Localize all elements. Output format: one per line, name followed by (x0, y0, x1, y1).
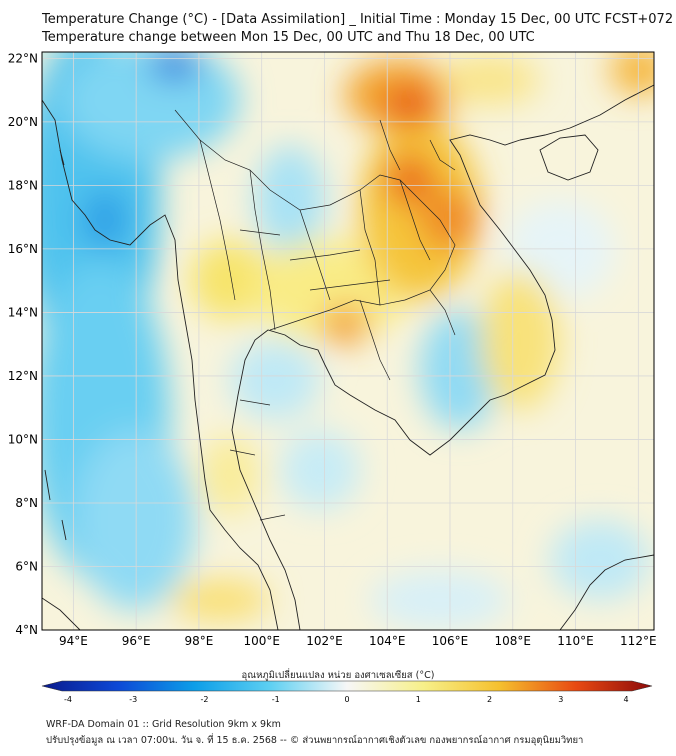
colorbar-tick-label: 3 (558, 695, 563, 704)
colorbar-title: อุณหภูมิเปลี่ยนแปลง หน่วย องศาเซลเซียส (… (241, 670, 435, 681)
lon-label: 98°E (184, 634, 213, 648)
map-title: Temperature Change (°C) - [Data Assimila… (42, 12, 674, 27)
lon-label: 96°E (122, 634, 151, 648)
lon-label: 94°E (59, 634, 88, 648)
lat-label: 20°N (8, 115, 38, 129)
lon-label: 112°E (620, 634, 657, 648)
lat-label: 4°N (15, 623, 38, 637)
footer-model-info: WRF-DA Domain 01 :: Grid Resolution 9km … (46, 719, 281, 730)
plot-frame (41, 51, 655, 631)
map-subtitle: Temperature change between Mon 15 Dec, 0… (42, 30, 535, 45)
lon-label: 102°E (306, 634, 343, 648)
colorbar-tick-label: -3 (129, 695, 137, 704)
lat-label: 18°N (8, 178, 38, 192)
colorbar-tick-label: -4 (64, 695, 72, 704)
latitude-labels: 22°N 20°N 18°N 16°N 14°N 12°N 10°N 8°N 6°N 4°N (8, 51, 38, 637)
longitude-labels: 94°E 96°E 98°E 100°E 102°E 104°E 106°E 108°E 110… (59, 634, 657, 648)
lat-label: 8°N (15, 496, 38, 510)
lon-label: 108°E (495, 634, 532, 648)
colorbar-tick-label: -2 (201, 695, 209, 704)
lat-label: 14°N (8, 305, 38, 319)
colorbar: -4 -3 -2 -1 0 1 2 3 4 (41, 680, 653, 704)
footer-credit: ปรับปรุงข้อมูล ณ เวลา 07:00น. วัน จ. ที่… (46, 735, 584, 746)
colorbar-tick-label: 1 (416, 695, 421, 704)
colorbar-tick-label: 2 (487, 695, 492, 704)
lon-label: 106°E (432, 634, 469, 648)
graticule (42, 52, 654, 631)
province-borders (174, 109, 456, 521)
lat-label: 16°N (8, 242, 38, 256)
colorbar-bar (41, 680, 653, 692)
colorbar-tick-label: 4 (623, 695, 628, 704)
lon-label: 110°E (557, 634, 594, 648)
colorbar-ticks: -4 -3 -2 -1 0 1 2 3 4 (64, 695, 629, 704)
lon-label: 100°E (243, 634, 280, 648)
lon-label: 104°E (369, 634, 406, 648)
colorbar-tick-label: 0 (344, 695, 349, 704)
lat-label: 10°N (8, 432, 38, 446)
colorbar-tick-label: -1 (272, 695, 280, 704)
lat-label: 6°N (15, 559, 38, 573)
lat-label: 12°N (8, 369, 38, 383)
coastlines (42, 84, 654, 630)
lat-label: 22°N (8, 51, 38, 65)
temperature-field (42, 52, 654, 630)
